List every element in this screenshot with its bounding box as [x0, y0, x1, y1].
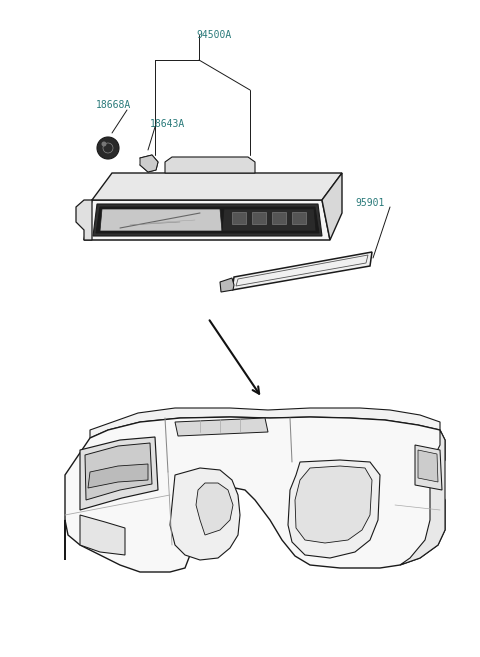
Polygon shape	[88, 464, 148, 488]
Polygon shape	[140, 155, 158, 172]
Polygon shape	[175, 418, 268, 436]
Polygon shape	[220, 278, 234, 292]
Text: 18643A: 18643A	[150, 119, 185, 129]
Polygon shape	[96, 207, 319, 233]
Polygon shape	[100, 209, 222, 231]
Polygon shape	[65, 417, 445, 572]
Polygon shape	[170, 468, 240, 560]
Circle shape	[101, 141, 107, 147]
Polygon shape	[295, 466, 372, 543]
Text: 94500A: 94500A	[196, 30, 231, 40]
Polygon shape	[272, 212, 286, 224]
Polygon shape	[165, 157, 255, 173]
Polygon shape	[93, 204, 322, 236]
Polygon shape	[196, 483, 233, 535]
Polygon shape	[292, 212, 306, 224]
Text: 95901: 95901	[355, 198, 384, 208]
Polygon shape	[84, 200, 330, 240]
Polygon shape	[76, 200, 92, 240]
Polygon shape	[85, 443, 152, 500]
Polygon shape	[232, 252, 372, 290]
Polygon shape	[322, 173, 342, 240]
Circle shape	[97, 137, 119, 159]
Polygon shape	[222, 209, 316, 231]
Polygon shape	[418, 450, 438, 482]
Polygon shape	[252, 212, 266, 224]
Polygon shape	[400, 430, 445, 565]
Polygon shape	[415, 445, 442, 490]
Polygon shape	[80, 437, 158, 510]
Polygon shape	[80, 515, 125, 555]
Polygon shape	[90, 408, 440, 438]
Text: 18668A: 18668A	[96, 100, 131, 110]
Polygon shape	[92, 173, 342, 200]
Polygon shape	[232, 212, 246, 224]
Polygon shape	[288, 460, 380, 558]
